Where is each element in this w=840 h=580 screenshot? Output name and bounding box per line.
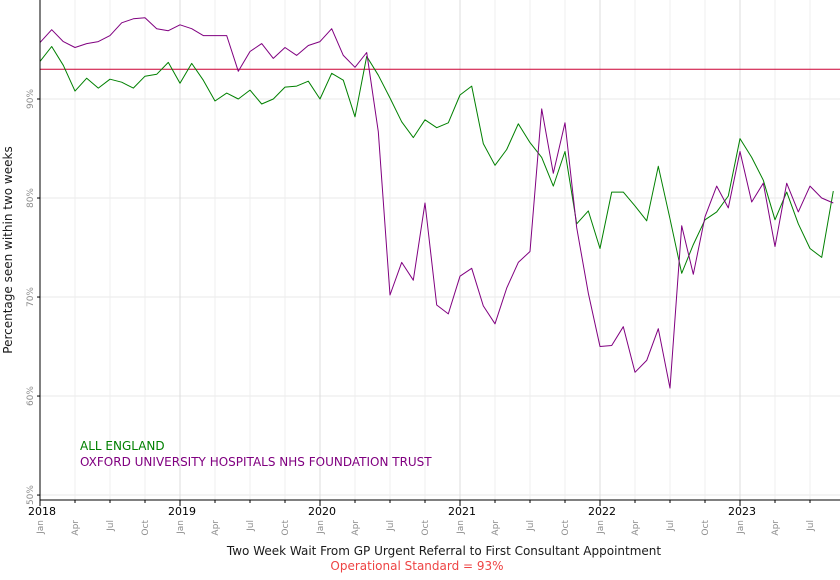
x-tick-month-label: Apr <box>771 520 781 536</box>
x-tick-month-label: Jan <box>736 520 746 535</box>
x-axis-title: Two Week Wait From GP Urgent Referral to… <box>226 544 662 558</box>
series-lines <box>39 17 834 389</box>
x-tick-month-label: Jan <box>176 520 186 535</box>
y-axis-title: Percentage seen within two weeks <box>1 146 15 353</box>
series-line-oxford-trust <box>39 17 834 389</box>
x-tick-month-label: Apr <box>71 520 81 536</box>
x-tick-month-label: Jan <box>596 520 606 535</box>
legend-item-all-england: ALL ENGLAND <box>80 439 165 453</box>
x-tick-month-label: Jan <box>316 520 326 535</box>
x-tick-month-label: Jul <box>246 520 256 532</box>
x-tick-month-label: Jan <box>456 520 466 535</box>
x-tick-year-label: 2018 <box>28 505 56 518</box>
series-line-all-england <box>39 46 834 274</box>
x-tick-month-label: Jul <box>106 520 116 532</box>
x-tick-month-label: Apr <box>351 520 361 536</box>
x-tick-month-label: Apr <box>491 520 501 536</box>
x-tick-month-label: Jul <box>386 520 396 532</box>
y-tick-label: 50% <box>26 485 36 505</box>
x-tick-month-label: Oct <box>561 520 571 536</box>
x-tick-year-label: 2019 <box>168 505 196 518</box>
y-tick-label: 60% <box>26 386 36 406</box>
x-axis-ticks: Jan 2018 Apr Jul Oct Jan 2019 Apr Jul Oct Jan 2020 A… <box>28 500 816 536</box>
y-tick-label: 70% <box>26 287 36 307</box>
x-tick-month-label: Jul <box>806 520 816 532</box>
x-tick-month-label: Jan <box>36 520 46 535</box>
legend-item-oxford-trust: OXFORD UNIVERSITY HOSPITALS NHS FOUNDATI… <box>80 455 432 469</box>
x-tick-month-label: Oct <box>141 520 151 536</box>
x-tick-year-label: 2021 <box>448 505 476 518</box>
x-tick-year-label: 2020 <box>308 505 336 518</box>
y-tick-label: 80% <box>26 188 36 208</box>
x-tick-month-label: Oct <box>421 520 431 536</box>
x-tick-year-label: 2022 <box>588 505 616 518</box>
x-tick-year-label: 2023 <box>728 505 756 518</box>
y-tick-label: 90% <box>26 89 36 109</box>
x-tick-month-label: Jul <box>666 520 676 532</box>
x-tick-month-label: Apr <box>631 520 641 536</box>
x-tick-month-label: Oct <box>281 520 291 536</box>
x-tick-month-label: Apr <box>211 520 221 536</box>
x-tick-month-label: Oct <box>701 520 711 536</box>
x-tick-month-label: Jul <box>526 520 536 532</box>
operational-standard-caption: Operational Standard = 93% <box>330 559 503 573</box>
